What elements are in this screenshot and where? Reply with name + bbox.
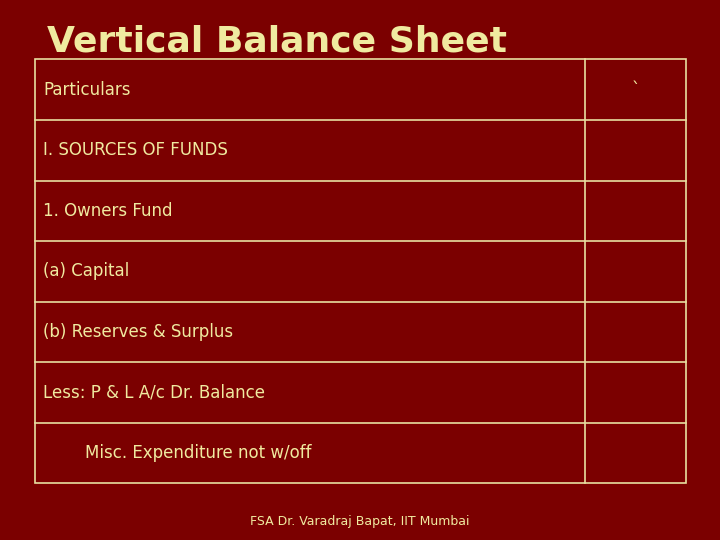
Text: I. SOURCES OF FUNDS: I. SOURCES OF FUNDS bbox=[43, 141, 228, 159]
Text: Vertical Balance Sheet: Vertical Balance Sheet bbox=[47, 24, 507, 58]
Text: `: ` bbox=[631, 80, 640, 99]
Text: Misc. Expenditure not w/off: Misc. Expenditure not w/off bbox=[85, 444, 312, 462]
Text: 1. Owners Fund: 1. Owners Fund bbox=[43, 202, 173, 220]
Text: (b) Reserves & Surplus: (b) Reserves & Surplus bbox=[43, 323, 233, 341]
Bar bbox=[35, 59, 686, 483]
Text: Particulars: Particulars bbox=[43, 80, 131, 99]
Text: FSA Dr. Varadraj Bapat, IIT Mumbai: FSA Dr. Varadraj Bapat, IIT Mumbai bbox=[251, 515, 469, 528]
Text: Less: P & L A/c Dr. Balance: Less: P & L A/c Dr. Balance bbox=[43, 383, 265, 401]
Text: (a) Capital: (a) Capital bbox=[43, 262, 130, 280]
